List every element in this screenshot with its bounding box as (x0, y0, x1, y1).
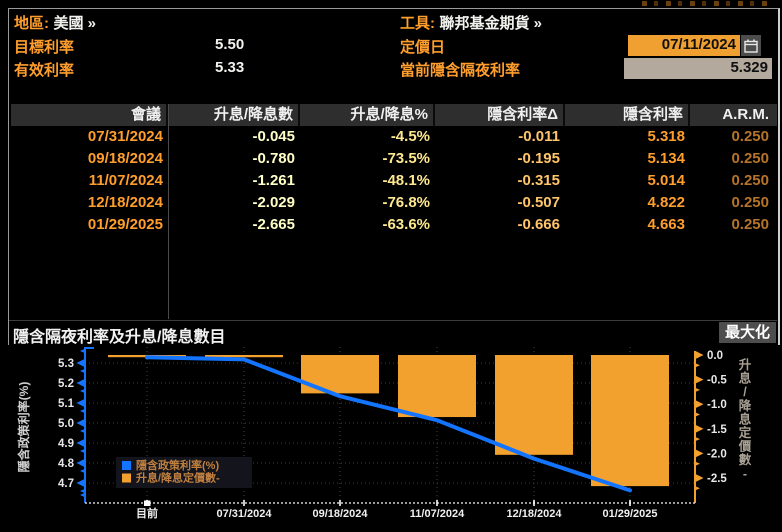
table-cell: -0.507 (517, 194, 560, 211)
table-cell: -2.665 (252, 216, 295, 233)
svg-text:-0.5: -0.5 (707, 375, 727, 387)
x-axis-label: 12/18/2024 (506, 508, 562, 520)
table-header-row: 會議 升息/降息數 升息/降息% 隱含利率Δ 隱含利率 A.R.M. (11, 104, 777, 126)
svg-text:-2.5: -2.5 (707, 473, 727, 485)
chart-title: 隱含隔夜利率及升息/降息數目 (13, 329, 226, 346)
table-cell: -0.666 (517, 216, 560, 233)
table-cell: 5.318 (647, 128, 685, 145)
svg-text:4.8: 4.8 (58, 458, 75, 470)
table-cell: -2.029 (252, 194, 295, 211)
region-label: 地區: (14, 15, 49, 32)
table-cell: 4.663 (647, 216, 685, 233)
tool-value[interactable]: 聯邦基金期貨 » (439, 15, 542, 32)
x-axis-label: 11/07/2024 (410, 508, 465, 520)
left-axis-title: 隱含政策利率(%) (16, 382, 31, 473)
svg-text:5.2: 5.2 (58, 378, 74, 390)
tool-selector[interactable]: 工具: 聯邦基金期貨 » (400, 12, 542, 33)
bar-12/18/2024 (495, 355, 573, 455)
implied-overnight-label: 當前隱含隔夜利率 (400, 62, 521, 79)
table-cell: 07/31/2024 (87, 128, 163, 145)
legend-box (116, 457, 252, 488)
legend-swatch (122, 473, 131, 483)
svg-text:4.9: 4.9 (58, 438, 74, 450)
table-cell: -4.5% (390, 128, 430, 145)
x-axis-label: 07/31/2024 (216, 508, 272, 520)
table-cell: -48.1% (382, 172, 430, 189)
svg-text:-2.0: -2.0 (707, 448, 727, 460)
table-cell: 0.250 (731, 194, 769, 211)
column-header[interactable]: 隱含利率Δ (435, 104, 565, 126)
x-axis-label: 目前 (136, 506, 158, 520)
tool-label: 工具: (400, 15, 435, 32)
chart-svg: 5.3 5.2 5.1 5.0 4.9 4.8 4.7 0.0 -0.5 -1.0 -1.5 -2.0… (0, 345, 782, 532)
table-cell: -0.011 (518, 128, 560, 145)
calendar-icon (744, 39, 758, 53)
target-rate-label: 目標利率 (14, 39, 75, 56)
section-divider (9, 320, 777, 321)
implied-overnight-value: 5.329 (624, 58, 772, 79)
target-rate-value: 5.50 (215, 36, 245, 53)
table-row[interactable]: 11/07/2024 -1.261 -48.1% -0.315 5.014 0.250 (11, 170, 777, 192)
svg-text:5.0: 5.0 (58, 418, 74, 430)
column-header[interactable]: 升息/降息數 (168, 104, 300, 126)
table-cell: 4.822 (647, 194, 685, 211)
table-cell: 11/07/2024 (88, 172, 163, 189)
table-cell: 0.250 (731, 172, 769, 189)
table-cell: 5.134 (647, 150, 685, 167)
table-cell: -76.8% (382, 194, 430, 211)
svg-text:-1.0: -1.0 (707, 399, 727, 411)
right-axis-title: 升息/降息定價數- (738, 357, 752, 481)
effective-rate-label: 有效利率 (14, 62, 75, 79)
table-row[interactable]: 09/18/2024 -0.780 -73.5% -0.195 5.134 0.250 (11, 148, 777, 170)
pricing-date-input[interactable]: 07/11/2024 (628, 35, 740, 56)
calendar-button[interactable] (741, 35, 761, 56)
current-marker (144, 500, 151, 506)
region-selector[interactable]: 地區: 美國 » (14, 12, 96, 33)
svg-text:5.3: 5.3 (58, 358, 74, 370)
pricing-date-label: 定價日 (400, 39, 446, 56)
column-header[interactable]: 升息/降息% (300, 104, 435, 126)
svg-text:-1.5: -1.5 (707, 424, 727, 436)
bar-11/07/2024 (398, 355, 476, 418)
meetings-table: 會議 升息/降息數 升息/降息% 隱含利率Δ 隱含利率 A.R.M. 07/31/2024… (11, 104, 777, 236)
table-cell: 12/18/2024 (87, 194, 163, 211)
table-row[interactable]: 12/18/2024 -2.029 -76.8% -0.507 4.822 0.250 (11, 192, 777, 214)
x-axis-label: 09/18/2024 (312, 508, 368, 520)
legend-label: 升息/降息定價數- (136, 471, 220, 485)
column-header[interactable]: 隱含利率 (565, 104, 690, 126)
maximize-button[interactable]: 最大化 (719, 322, 776, 343)
svg-text:0.0: 0.0 (707, 350, 723, 362)
clipped-top-text (642, 1, 774, 6)
table-cell: -63.6% (382, 216, 430, 233)
table-cell: 0.250 (731, 128, 769, 145)
table-cell: 5.014 (647, 172, 685, 189)
table-cell: -1.261 (252, 172, 295, 189)
legend-label: 隱含政策利率(%) (136, 458, 219, 472)
implied-rate-line (145, 355, 632, 493)
bar-01/29/2025 (591, 355, 669, 487)
legend-swatch (122, 461, 131, 470)
region-value[interactable]: 美國 » (53, 15, 96, 32)
effective-rate-value: 5.33 (215, 59, 245, 76)
x-axis-label: 01/29/2025 (602, 508, 657, 520)
table-cell: -0.315 (517, 172, 560, 189)
svg-text:4.7: 4.7 (58, 478, 74, 490)
table-row[interactable]: 07/31/2024 -0.045 -4.5% -0.011 5.318 0.250 (11, 126, 777, 148)
svg-text:5.1: 5.1 (58, 398, 75, 410)
table-cell: -0.045 (252, 128, 295, 145)
table-cell: 09/18/2024 (87, 150, 163, 167)
table-cell: 0.250 (731, 150, 769, 167)
table-row[interactable]: 01/29/2025 -2.665 -63.6% -0.666 4.663 0.250 (11, 214, 777, 236)
bar-07/31/2024 (205, 355, 283, 358)
column-header[interactable]: A.R.M. (722, 106, 769, 123)
table-cell: 0.250 (731, 216, 769, 233)
table-cell: -73.5% (382, 150, 430, 167)
table-cell: -0.780 (252, 150, 295, 167)
table-column-separator (168, 104, 169, 319)
column-header[interactable]: 會議 (11, 104, 168, 126)
table-cell: -0.195 (517, 150, 560, 167)
table-cell: 01/29/2025 (87, 216, 163, 233)
